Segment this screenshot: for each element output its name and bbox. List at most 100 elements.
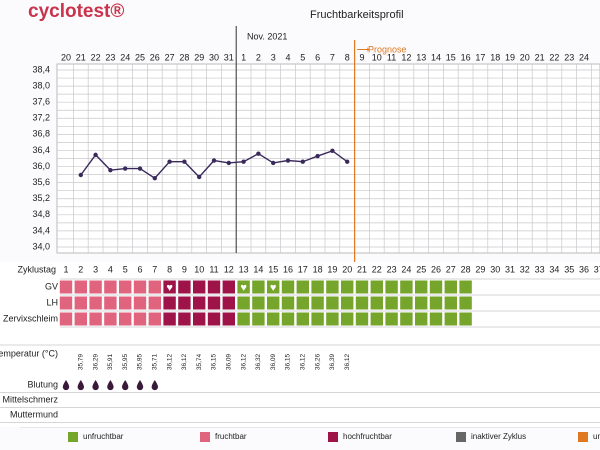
cycle-day: 35 [564,264,574,274]
status-cell [326,296,339,310]
status-cell [355,296,369,310]
status-cell [163,280,176,294]
temperature-point [197,174,202,180]
temperature-point [167,159,172,164]
x-tick-label: 21 [535,52,545,62]
legend-label: hochfruchtbar [343,432,392,441]
cycle-day: 10 [194,264,204,274]
temperature-point [182,159,187,164]
legend-label: unfruchtbar [593,432,600,441]
status-cell [341,280,354,294]
x-tick-label: 25 [135,52,145,62]
status-cell [207,280,221,294]
status-cell [296,312,309,326]
x-tick-label: 12 [401,52,411,62]
cycle-day: 21 [357,264,367,274]
status-cell [59,280,73,294]
bleeding-drop [77,380,84,391]
cycle-label: Zyklustag [17,264,56,274]
temperature-point [226,160,231,166]
status-cell [237,296,250,310]
x-tick-label: 1 [241,52,246,62]
status-cell [415,280,428,294]
temperature-point [330,148,335,154]
temperature-point [93,152,98,158]
x-tick-label: 6 [315,52,320,62]
x-tick-label: 21 [76,52,86,62]
status-cell [193,296,206,310]
cycle-day: 36 [579,264,589,274]
x-tick-label: 22 [549,52,559,62]
temperature-point [152,176,157,181]
cycle-day: 30 [490,264,500,274]
status-cell [222,296,235,310]
status-cell [74,280,87,294]
status-cell [429,312,443,326]
status-cell [444,296,457,310]
temperature-point [78,172,84,178]
status-cell [429,280,443,294]
heart-icon: ♥ [240,282,247,294]
x-tick-label: 18 [490,52,500,62]
bleeding-drop [92,380,99,391]
status-cell [267,280,280,294]
x-tick-label: 2 [256,52,261,62]
x-tick-label: 8 [345,52,350,62]
x-tick-label: 16 [461,52,471,62]
x-tick-label: 23 [105,52,115,62]
cycle-day: 7 [152,264,157,274]
cycle-day: 14 [253,264,263,274]
status-cell [281,280,295,294]
temperature-value: 36,09 [226,353,233,370]
x-tick-label: 28 [179,52,189,62]
page-title: Fruchtbarkeitsprofil [310,9,404,21]
x-tick-label: 24 [579,52,589,62]
cycle-day: 32 [520,264,530,274]
status-cell [104,312,117,326]
status-cell [193,280,206,294]
status-cell [385,296,398,310]
cycle-day: 34 [549,264,559,274]
cycle-day: 25 [416,264,426,274]
status-cell [222,280,235,294]
legend-label: unfruchtbar [83,432,124,441]
status-cell [104,296,117,310]
status-cell [326,280,339,294]
status-cell [59,312,73,326]
status-cell [252,296,265,310]
status-cell [326,312,339,326]
legend-label: fruchtbar [215,432,247,441]
row-label: GV [45,281,58,291]
cycle-day: 11 [209,264,218,274]
temperature-value: 36,15 [285,353,292,370]
status-cell [237,280,250,294]
status-cell [178,296,191,310]
x-tick-label: 26 [150,52,160,62]
heart-icon: ♥ [166,282,173,294]
temperature-point [211,158,217,163]
x-tick-label: 22 [91,52,101,62]
temp-row-label: Temperatur (°C) [0,348,58,358]
temperature-value: 35,91 [107,353,114,370]
status-cell [133,280,147,294]
x-tick-label: 24 [120,52,130,62]
status-cell [459,280,472,294]
status-cell [252,280,265,294]
row-label: Mittelschmerz [2,394,58,404]
status-cell [163,312,176,326]
status-cell [400,296,413,310]
cycle-day: 1 [63,264,68,274]
status-cell [311,312,324,326]
cycle-day: 13 [239,264,249,274]
x-tick-label: 19 [505,52,515,62]
cycle-day: 5 [123,264,128,274]
cycle-day: 8 [167,264,172,274]
temperature-value: 36,12 [240,353,247,370]
logo: cyclotest® [28,1,124,22]
status-cell [400,280,413,294]
x-tick-label: 31 [224,52,234,62]
status-cell [119,280,132,294]
legend-swatch [578,432,588,442]
temperature-point [285,158,291,163]
status-cell [89,312,102,326]
